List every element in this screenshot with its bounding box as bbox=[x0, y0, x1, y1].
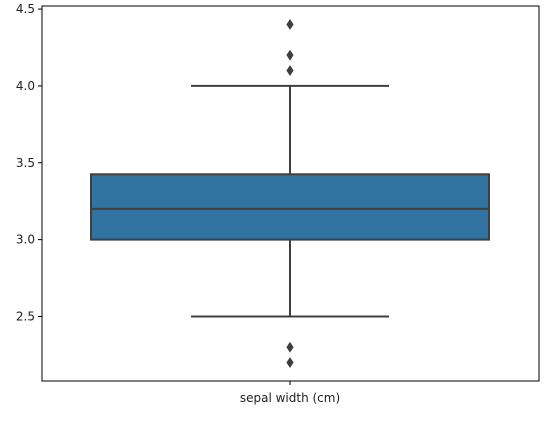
outlier-point bbox=[286, 19, 294, 30]
y-tick-label: 2.5 bbox=[16, 309, 35, 323]
plot-marks bbox=[90, 19, 490, 368]
outlier-point bbox=[286, 357, 294, 368]
outlier-point bbox=[286, 65, 294, 76]
y-tick-label: 3.5 bbox=[16, 156, 35, 170]
y-tick-label: 3.0 bbox=[16, 233, 35, 247]
x-tick-label: sepal width (cm) bbox=[240, 391, 340, 405]
y-axis: 2.5 3.0 3.5 4.0 4.5 bbox=[16, 2, 42, 323]
y-tick-label: 4.5 bbox=[16, 2, 35, 16]
x-axis: sepal width (cm) bbox=[240, 381, 340, 405]
iqr-box bbox=[90, 173, 490, 241]
outlier-point bbox=[286, 341, 294, 353]
outlier-point bbox=[286, 49, 294, 61]
y-tick-label: 4.0 bbox=[16, 79, 35, 93]
